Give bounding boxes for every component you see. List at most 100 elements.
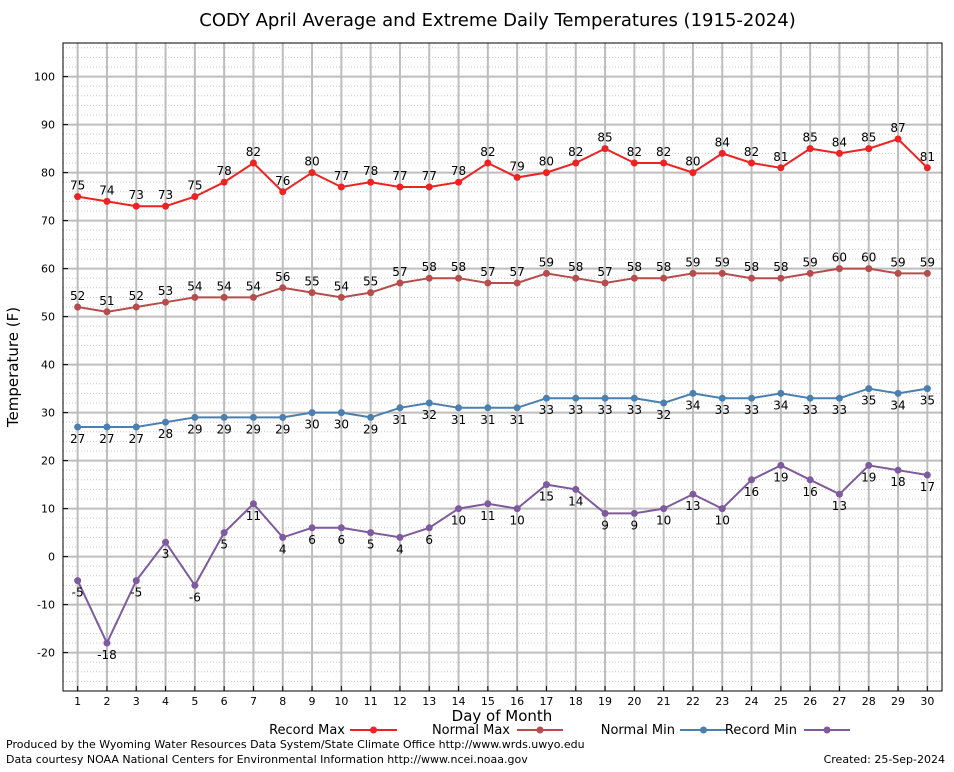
data-point	[777, 164, 785, 172]
data-point	[630, 159, 638, 167]
data-label: 30	[334, 418, 349, 432]
data-label: 19	[861, 470, 876, 484]
data-label: 73	[158, 188, 173, 202]
data-point	[484, 279, 492, 287]
data-label: 29	[187, 422, 202, 436]
data-point	[777, 461, 785, 469]
data-label: 85	[861, 131, 876, 145]
data-point	[923, 164, 931, 172]
data-point	[74, 193, 82, 201]
data-point	[660, 505, 668, 513]
data-label: 4	[396, 542, 404, 556]
data-point	[865, 461, 873, 469]
data-point	[191, 293, 199, 301]
data-point	[455, 404, 463, 412]
data-point	[455, 274, 463, 282]
data-point	[630, 394, 638, 402]
series-line-1	[77, 267, 928, 313]
data-point	[132, 202, 140, 210]
legend-marker	[823, 726, 831, 734]
data-point	[835, 490, 843, 498]
x-tick-label: 8	[279, 695, 286, 708]
data-point	[367, 529, 375, 537]
data-label: 33	[627, 403, 642, 417]
data-point	[162, 418, 170, 426]
data-label: 17	[920, 480, 935, 494]
data-point	[513, 505, 521, 513]
legend-marker	[370, 726, 377, 734]
data-point	[572, 485, 580, 493]
data-point	[308, 409, 316, 417]
data-label: 82	[627, 145, 642, 159]
data-label: 81	[773, 150, 788, 164]
x-tick-label: 13	[422, 695, 436, 708]
created-date: Created: 25-Sep-2024	[823, 753, 945, 766]
data-label: 78	[363, 164, 378, 178]
data-label: 29	[275, 422, 290, 436]
data-point	[865, 385, 873, 393]
y-tick-label: -20	[37, 647, 55, 660]
data-point	[835, 265, 843, 273]
y-tick-label: 10	[41, 503, 55, 516]
legend-marker	[700, 726, 707, 734]
x-tick-label: 26	[803, 695, 817, 708]
data-point	[162, 202, 170, 210]
series-line-2	[77, 387, 928, 428]
data-point	[689, 269, 697, 277]
legend-label: Normal Max	[432, 723, 510, 738]
data-point	[923, 385, 931, 393]
data-label: 55	[304, 275, 319, 289]
data-point	[601, 394, 609, 402]
data-point	[484, 500, 492, 508]
data-label: 57	[392, 265, 407, 279]
data-point	[367, 413, 375, 421]
data-label: 74	[99, 183, 114, 197]
data-label: 76	[275, 174, 290, 188]
data-label: 56	[275, 270, 290, 284]
x-tick-label: 14	[452, 695, 466, 708]
credit-data-source: Data courtesy NOAA National Centers for …	[6, 753, 528, 766]
data-point	[74, 577, 82, 585]
data-point	[806, 145, 814, 153]
data-label: 80	[539, 155, 554, 169]
data-label: 33	[715, 403, 730, 417]
data-label: 59	[685, 255, 700, 269]
data-label: 30	[304, 418, 319, 432]
data-point	[162, 298, 170, 306]
data-point	[923, 269, 931, 277]
plot-frame	[62, 42, 943, 692]
data-point	[513, 279, 521, 287]
data-point	[425, 183, 433, 191]
data-point	[542, 269, 550, 277]
data-point	[279, 533, 287, 541]
data-point	[601, 145, 609, 153]
x-tick-label: 24	[745, 695, 759, 708]
data-point	[894, 269, 902, 277]
y-tick-label: 60	[41, 263, 55, 276]
data-label: 14	[568, 494, 583, 508]
data-label: 85	[803, 131, 818, 145]
data-point	[425, 274, 433, 282]
x-tick-label: 15	[481, 695, 495, 708]
data-label: 31	[392, 413, 407, 427]
data-label: 58	[773, 260, 788, 274]
data-point	[279, 413, 287, 421]
data-point	[103, 308, 111, 316]
data-label: 77	[334, 169, 349, 183]
data-label: 58	[422, 260, 437, 274]
data-label: 57	[480, 265, 495, 279]
data-label: 82	[656, 145, 671, 159]
data-label: 11	[246, 509, 261, 523]
data-label: 5	[220, 538, 228, 552]
x-tick-label: 1	[74, 695, 81, 708]
data-label: 57	[597, 265, 612, 279]
x-tick-label: 16	[510, 695, 524, 708]
data-label: 32	[656, 408, 671, 422]
data-point	[308, 169, 316, 177]
data-label: 31	[480, 413, 495, 427]
data-point	[660, 399, 668, 407]
data-label: 16	[744, 485, 759, 499]
data-point	[249, 500, 257, 508]
data-label: 58	[627, 260, 642, 274]
